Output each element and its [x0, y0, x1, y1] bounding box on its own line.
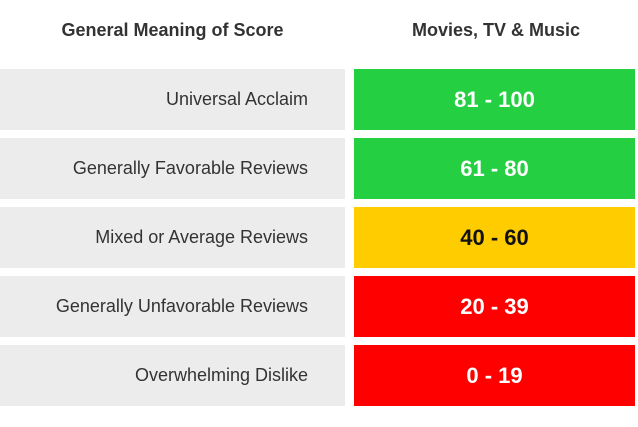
- score-meaning-label: Mixed or Average Reviews: [0, 207, 345, 268]
- table-row: Overwhelming Dislike 0 - 19: [0, 345, 638, 406]
- score-range-badge: 20 - 39: [354, 276, 635, 337]
- column-header-meaning: General Meaning of Score: [61, 20, 284, 40]
- score-meaning-label: Generally Favorable Reviews: [0, 138, 345, 199]
- score-range-badge: 0 - 19: [354, 345, 635, 406]
- score-rows: Universal Acclaim 81 - 100 Generally Fav…: [0, 69, 638, 414]
- table-row: Generally Favorable Reviews 61 - 80: [0, 138, 638, 199]
- score-range-badge: 81 - 100: [354, 69, 635, 130]
- table-row: Mixed or Average Reviews 40 - 60: [0, 207, 638, 268]
- score-range-badge: 40 - 60: [354, 207, 635, 268]
- table-header: General Meaning of Score Movies, TV & Mu…: [0, 0, 638, 64]
- score-meaning-label: Generally Unfavorable Reviews: [0, 276, 345, 337]
- score-range-badge: 61 - 80: [354, 138, 635, 199]
- table-row: Generally Unfavorable Reviews 20 - 39: [0, 276, 638, 337]
- column-header-media: Movies, TV & Music: [411, 20, 581, 40]
- score-meaning-label: Universal Acclaim: [0, 69, 345, 130]
- score-meaning-label: Overwhelming Dislike: [0, 345, 345, 406]
- table-row: Universal Acclaim 81 - 100: [0, 69, 638, 130]
